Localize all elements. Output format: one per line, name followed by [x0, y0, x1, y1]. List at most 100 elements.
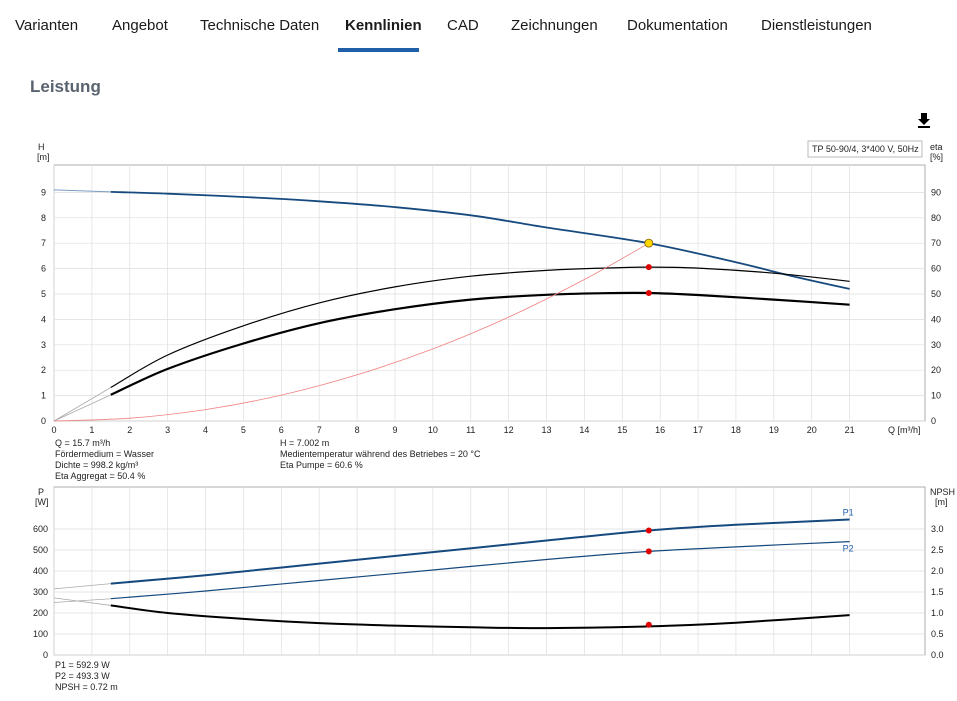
- chart2-y2tick-label: 1.5: [931, 587, 944, 597]
- chart2-ytick-label: 200: [33, 608, 48, 618]
- chart1-y2tick-label: 0: [931, 416, 936, 426]
- chart1-ytick-label: 4: [41, 314, 46, 324]
- chart2-ytick-label: 100: [33, 629, 48, 639]
- download-icon: [918, 113, 930, 128]
- chart2-p1-curve: [110, 518, 850, 585]
- chart1-xtick-label: 3: [165, 425, 170, 435]
- chart1-y2tick-label: 80: [931, 213, 941, 223]
- chart2-p1-extrapolation: [53, 583, 111, 590]
- chart1-y2tick-label: 20: [931, 365, 941, 375]
- chart2-ytick-label: 500: [33, 545, 48, 555]
- chart1-xtick-label: 21: [845, 425, 855, 435]
- chart1-ytick-label: 0: [41, 416, 46, 426]
- chart2-ylabel-right: NPSH: [930, 487, 955, 497]
- chart1-xtick-label: 6: [279, 425, 284, 435]
- chart2-ylabel-left-unit: [W]: [35, 497, 49, 507]
- chart1-ylabel-left-unit: [m]: [37, 152, 50, 162]
- chart1-ylabel-right: eta: [930, 142, 943, 152]
- chart1-eta-aggregate-operating-point: [645, 289, 652, 296]
- chart1-xtick-label: 17: [693, 425, 703, 435]
- chart1-ytick-label: 8: [41, 213, 46, 223]
- chart1-xtick-label: 16: [655, 425, 665, 435]
- chart2-npsh-extrapolation: [53, 597, 111, 606]
- chart1-info-line: Fördermedium = Wasser: [55, 449, 154, 459]
- tab-dokumentation[interactable]: Dokumentation: [627, 17, 728, 34]
- tab-technische-daten[interactable]: Technische Daten: [200, 17, 320, 34]
- chart2-ytick-label: 0: [43, 650, 48, 660]
- chart2-npsh-operating-point: [645, 621, 652, 628]
- chart1-eta-pump-extrapolation: [53, 387, 112, 422]
- tab-angebot[interactable]: Angebot: [112, 17, 168, 34]
- chart2-info-line: NPSH = 0.72 m: [55, 682, 118, 692]
- tab-cad[interactable]: CAD: [447, 17, 479, 34]
- chart1-info-line: Medientemperatur während des Betriebes =…: [280, 449, 481, 459]
- chart1-xtick-label: 7: [317, 425, 322, 435]
- chart1-info-line: Dichte = 998.2 kg/m³: [55, 460, 138, 470]
- chart1-qh-curve: [110, 191, 850, 290]
- chart1-xtick-label: 9: [392, 425, 397, 435]
- chart2-p2-operating-point: [645, 548, 652, 555]
- chart1-y2tick-label: 50: [931, 289, 941, 299]
- chart2-y2tick-label: 3.0: [931, 524, 944, 534]
- chart1-ylabel-right-unit: [%]: [930, 152, 943, 162]
- chart1-xtick-label: 11: [466, 425, 475, 435]
- chart1-ytick-label: 2: [41, 365, 46, 375]
- chart2-p2-curve: [110, 541, 850, 600]
- chart2-ytick-label: 400: [33, 566, 48, 576]
- chart1-ytick-label: 7: [41, 238, 46, 248]
- chart1-xtick-label: 20: [807, 425, 817, 435]
- chart1-xtick-label: 4: [203, 425, 208, 435]
- chart2-y2tick-label: 2.5: [931, 545, 944, 555]
- chart1-ytick-label: 1: [41, 391, 46, 401]
- active-tab-indicator: [338, 48, 419, 52]
- chart2-p1-series-label: P1: [843, 508, 854, 518]
- chart1-y2tick-label: 10: [931, 391, 941, 401]
- chart1-title: TP 50-90/4, 3*400 V, 50Hz: [812, 144, 919, 154]
- chart1-y2tick-label: 70: [931, 238, 941, 248]
- chart1-title-box: [807, 140, 923, 158]
- chart1-xtick-label: 14: [579, 425, 589, 435]
- chart1-eta-pump-curve: [110, 266, 850, 389]
- chart2-p1-operating-point: [645, 527, 652, 534]
- chart1-head-operating-point: [644, 238, 654, 248]
- section-title: Leistung: [30, 77, 101, 96]
- chart1-system-curve: [53, 242, 649, 422]
- tab-dienstleistungen[interactable]: Dienstleistungen: [761, 17, 872, 34]
- chart2-info-line: P1 = 592.9 W: [55, 660, 110, 670]
- chart1-eta-aggregate-extrapolation: [53, 394, 111, 422]
- chart1-eta-pump-operating-point: [645, 264, 652, 271]
- tab-varianten[interactable]: Varianten: [15, 17, 79, 34]
- chart2-ytick-label: 300: [33, 587, 48, 597]
- chart1-ytick-label: 5: [41, 289, 46, 299]
- chart1-y2tick-label: 40: [931, 314, 941, 324]
- chart2-p2-extrapolation: [53, 598, 111, 603]
- chart1-xtick-label: 1: [89, 425, 94, 435]
- chart1-xtick-label: 0: [51, 425, 56, 435]
- chart2-y2tick-label: 0.0: [931, 650, 944, 660]
- tab-bar: Varianten Angebot Technische Daten Kennl…: [0, 0, 957, 54]
- chart1-xtick-label: 19: [769, 425, 779, 435]
- chart2-ytick-label: 600: [33, 524, 48, 534]
- chart1-info-line: Eta Pumpe = 60.6 %: [280, 460, 363, 470]
- chart2-y2tick-label: 1.0: [931, 608, 944, 618]
- chart1-info-line: Eta Aggregat = 50.4 %: [55, 471, 145, 481]
- chart1-qh-extrapolation: [53, 189, 111, 193]
- tab-kennlinien[interactable]: Kennlinien: [345, 17, 422, 34]
- chart2-p2-series-label: P2: [843, 544, 854, 554]
- tab-zeichnungen[interactable]: Zeichnungen: [511, 17, 598, 34]
- chart1-frame: [53, 164, 926, 422]
- chart2-info-line: P2 = 493.3 W: [55, 671, 110, 681]
- chart1-xtick-label: 18: [731, 425, 741, 435]
- chart1-ytick-label: 3: [41, 340, 46, 350]
- download-button[interactable]: [914, 110, 934, 130]
- chart1-xlabel: Q [m³/h]: [888, 425, 921, 435]
- chart1-info-line: H = 7.002 m: [280, 438, 329, 448]
- chart1-ylabel-left: H: [38, 142, 45, 152]
- chart1-xtick-label: 10: [428, 425, 438, 435]
- chart1-info-line: Q = 15.7 m³/h: [55, 438, 110, 448]
- chart1-xtick-label: 13: [542, 425, 552, 435]
- chart2-y2tick-label: 0.5: [931, 629, 944, 639]
- chart2-ylabel-left: P: [38, 487, 44, 497]
- chart1-xtick-label: 2: [127, 425, 132, 435]
